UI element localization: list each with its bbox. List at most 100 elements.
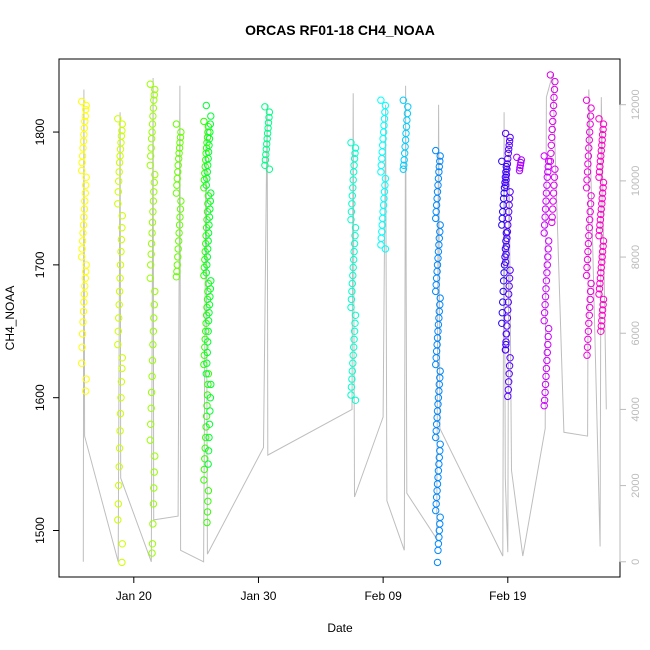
altitude-trace-layer: [82, 74, 607, 563]
data-point: [502, 242, 511, 251]
data-point: [265, 165, 274, 173]
data-point: [351, 149, 359, 158]
data-point: [351, 232, 359, 240]
data-point: [202, 269, 211, 277]
data-point: [597, 263, 605, 272]
data-point: [81, 112, 90, 120]
data-point: [432, 347, 441, 355]
data-point: [114, 340, 122, 349]
flight-series-18: [595, 115, 608, 335]
data-point: [504, 306, 512, 314]
data-point: [204, 460, 212, 468]
data-point: [596, 221, 604, 229]
data-point: [543, 348, 551, 357]
data-point: [550, 93, 558, 102]
data-point: [173, 267, 181, 276]
data-point: [204, 237, 212, 245]
data-point: [506, 188, 514, 196]
data-point: [435, 314, 443, 322]
data-point: [598, 253, 606, 261]
data-point: [148, 356, 157, 365]
data-point: [585, 224, 593, 232]
data-point: [503, 160, 512, 168]
data-point: [505, 282, 513, 290]
data-point: [147, 250, 155, 258]
data-point: [149, 112, 157, 120]
data-point: [598, 311, 606, 319]
data-point: [117, 235, 126, 244]
data-point: [380, 115, 389, 123]
data-point: [263, 135, 271, 143]
data-point: [599, 178, 608, 187]
data-point: [598, 131, 607, 139]
data-point: [502, 229, 510, 237]
data-point: [147, 152, 155, 160]
data-point: [350, 255, 358, 264]
data-point: [261, 103, 269, 111]
data-point: [205, 301, 214, 309]
data-point: [146, 274, 155, 282]
data-point: [118, 354, 127, 362]
data-point: [177, 197, 185, 205]
data-point: [151, 85, 159, 94]
data-point: [78, 158, 86, 167]
data-point: [150, 96, 158, 104]
data-point: [599, 295, 608, 304]
data-point: [263, 129, 272, 138]
data-point: [350, 247, 358, 256]
data-point: [434, 540, 443, 548]
data-point: [78, 97, 86, 106]
data-point: [541, 293, 550, 301]
data-point: [82, 387, 90, 395]
data-point: [206, 120, 215, 128]
data-point: [78, 245, 86, 253]
data-point: [585, 136, 593, 144]
data-point: [585, 319, 593, 327]
data-point: [146, 161, 155, 170]
data-point: [203, 348, 212, 357]
data-point: [115, 444, 124, 452]
data-point: [203, 508, 212, 516]
data-point: [147, 388, 156, 397]
data-point: [585, 311, 593, 319]
data-point: [506, 354, 514, 362]
data-point: [151, 287, 159, 296]
data-point: [80, 205, 89, 213]
data-point: [202, 412, 211, 420]
data-point: [147, 239, 156, 248]
data-point: [598, 136, 606, 144]
data-point: [543, 173, 551, 181]
data-point: [542, 285, 550, 293]
data-point: [204, 497, 212, 505]
flight-series-3: [146, 80, 159, 557]
data-point: [177, 128, 185, 136]
data-point: [516, 164, 524, 172]
data-point: [432, 214, 440, 223]
data-point: [200, 476, 208, 484]
data-point: [402, 123, 411, 131]
data-point: [550, 173, 559, 181]
data-point: [585, 232, 593, 240]
data-point: [515, 166, 524, 175]
data-point: [433, 480, 442, 488]
data-point: [172, 120, 181, 128]
flight-series-7: [261, 103, 274, 173]
data-point: [548, 133, 556, 142]
data-point: [115, 463, 123, 471]
data-point: [584, 247, 592, 256]
data-point: [505, 362, 514, 370]
data-point: [582, 96, 591, 104]
data-point: [117, 378, 126, 386]
data-point: [586, 200, 595, 208]
data-point: [151, 452, 159, 460]
data-point: [502, 340, 510, 349]
data-point: [596, 157, 605, 166]
data-point: [583, 176, 591, 184]
data-point: [115, 177, 123, 185]
data-point: [146, 80, 155, 88]
data-point: [436, 513, 444, 521]
data-point: [542, 197, 550, 205]
data-point: [597, 269, 605, 277]
data-point: [596, 216, 605, 224]
y2-tick-label: 6000: [630, 321, 642, 345]
